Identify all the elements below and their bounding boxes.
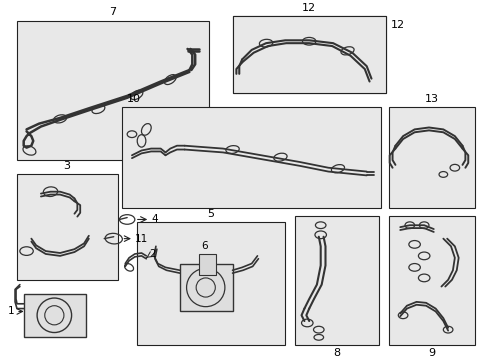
- Text: 4: 4: [151, 215, 158, 225]
- FancyBboxPatch shape: [295, 216, 379, 345]
- Text: 8: 8: [333, 348, 341, 358]
- Text: 12: 12: [391, 20, 405, 30]
- FancyBboxPatch shape: [17, 175, 118, 280]
- FancyBboxPatch shape: [122, 107, 381, 208]
- FancyBboxPatch shape: [180, 264, 233, 311]
- Text: 7: 7: [109, 7, 116, 17]
- Text: 9: 9: [428, 348, 436, 358]
- FancyBboxPatch shape: [233, 16, 386, 93]
- Text: 10: 10: [127, 94, 141, 104]
- Text: 13: 13: [425, 94, 439, 104]
- FancyBboxPatch shape: [17, 21, 209, 160]
- FancyBboxPatch shape: [137, 222, 285, 345]
- Text: 1: 1: [7, 306, 14, 316]
- FancyBboxPatch shape: [389, 216, 475, 345]
- Text: 12: 12: [302, 3, 316, 13]
- FancyBboxPatch shape: [199, 254, 216, 275]
- FancyBboxPatch shape: [233, 16, 386, 93]
- Text: 2: 2: [149, 249, 156, 259]
- Text: 6: 6: [201, 241, 208, 251]
- FancyBboxPatch shape: [24, 294, 86, 337]
- FancyBboxPatch shape: [389, 107, 475, 208]
- Text: 5: 5: [207, 208, 214, 219]
- Text: 3: 3: [63, 161, 70, 171]
- Text: 11: 11: [135, 234, 148, 244]
